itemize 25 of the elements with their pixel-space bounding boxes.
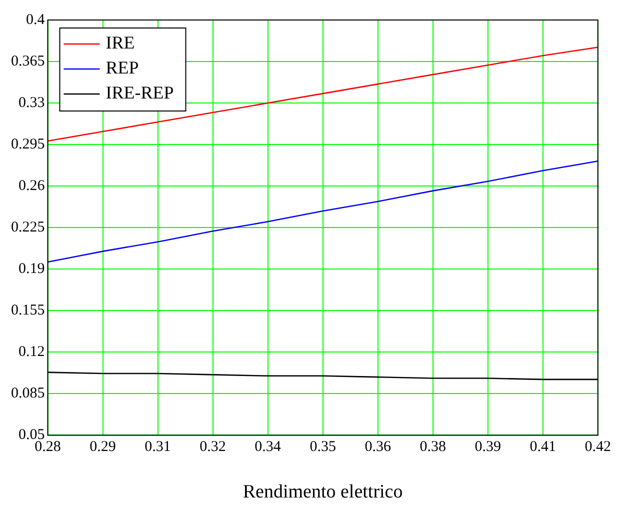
y-tick-label: 0.295 bbox=[11, 136, 45, 152]
y-tick-label: 0.26 bbox=[18, 178, 46, 194]
y-tick-label: 0.4 bbox=[26, 12, 46, 28]
x-tick-label: 0.31 bbox=[144, 439, 171, 456]
x-tick-label: 0.28 bbox=[34, 439, 61, 456]
x-tick-label: 0.42 bbox=[584, 439, 611, 456]
x-tick-label: 0.29 bbox=[90, 439, 116, 456]
y-tick-label: 0.33 bbox=[18, 94, 45, 111]
legend-label: IRE-REP bbox=[106, 82, 174, 103]
legend-label: IRE bbox=[106, 32, 135, 53]
x-axis-title: Rendimento elettrico bbox=[242, 482, 403, 503]
x-tick-label: 0.36 bbox=[364, 439, 392, 456]
x-tick-label: 0.35 bbox=[310, 439, 336, 456]
legend-label: REP bbox=[106, 58, 139, 78]
x-tick-label: 0.41 bbox=[530, 439, 556, 456]
y-tick-label: 0.155 bbox=[11, 302, 45, 319]
y-tick-label: 0.225 bbox=[11, 220, 45, 236]
y-tick-label: 0.19 bbox=[18, 261, 45, 278]
x-tick-label: 0.39 bbox=[474, 439, 501, 456]
y-tick-label: 0.365 bbox=[11, 53, 45, 70]
x-tick-label: 0.34 bbox=[254, 439, 282, 456]
x-tick-label: 0.38 bbox=[420, 439, 446, 456]
y-tick-label: 0.12 bbox=[18, 344, 45, 360]
y-tick-label: 0.085 bbox=[11, 386, 45, 402]
x-tick-label: 0.32 bbox=[200, 439, 226, 456]
